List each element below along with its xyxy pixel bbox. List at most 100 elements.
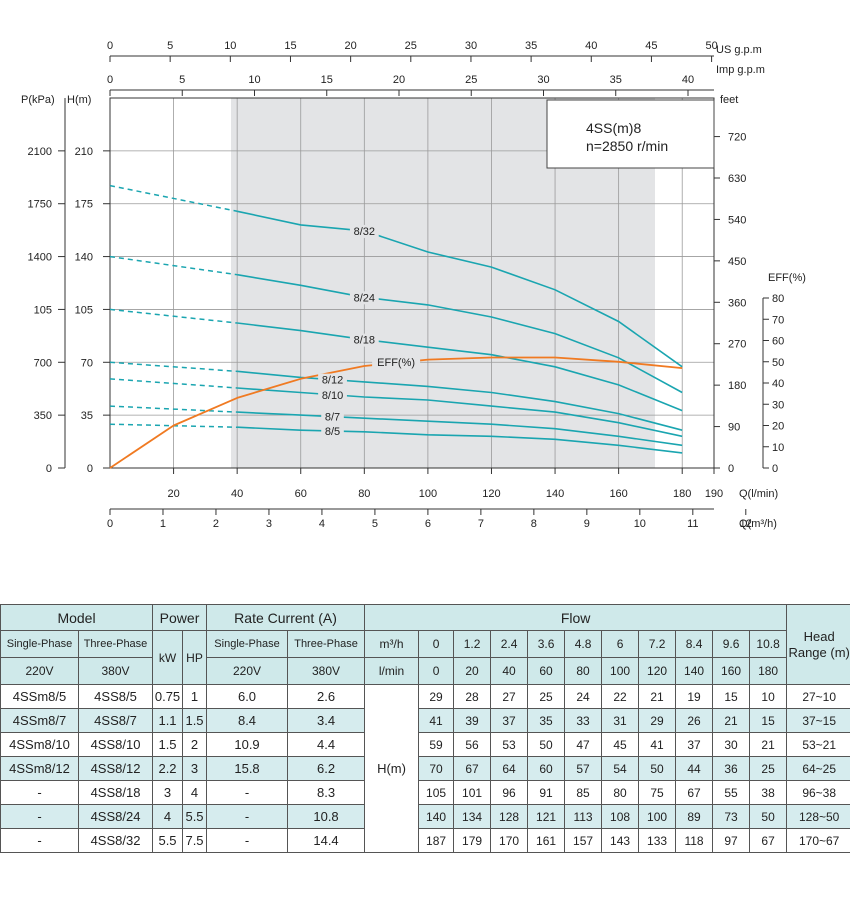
current-three-cell: 3.4 [287, 708, 366, 733]
head-value-cell: 19 [675, 684, 714, 709]
flow-m3h-cell: 7.2 [638, 630, 677, 658]
hp-cell: 4 [182, 780, 208, 805]
head-range-cell: 96~38 [786, 780, 850, 805]
v220-header: 220V [0, 657, 79, 685]
pressure-tick-label: 2100 [28, 146, 52, 158]
feet-tick-label: 540 [728, 214, 746, 226]
head-range-cell: 53~21 [786, 732, 850, 757]
head-value-cell: 47 [564, 732, 603, 757]
pressure-tick-label: 1750 [28, 199, 52, 211]
model-single-cell: - [0, 780, 79, 805]
current-single-cell: 15.8 [206, 756, 289, 781]
imp-gpm-axis-label: Imp g.p.m [716, 64, 765, 76]
model-three-cell: 4SS8/12 [77, 756, 154, 781]
head-curve [237, 210, 683, 368]
flow-lmin-tick-label: 100 [419, 488, 437, 500]
current-single-cell: - [206, 804, 289, 829]
head-value-cell: 28 [453, 684, 492, 709]
head-value-cell: 118 [675, 828, 714, 853]
flow-lmin-tick-label: 140 [546, 488, 564, 500]
us-gpm-axis-label: US g.p.m [716, 44, 762, 56]
eff-tick-label: 50 [772, 357, 784, 369]
head-value-cell: 108 [601, 804, 640, 829]
head-value-cell: 30 [712, 732, 751, 757]
current-single-header: Single-Phase [206, 630, 289, 658]
us-gpm-axis-tick-label: 40 [585, 40, 597, 52]
curve-label: 8/32 [354, 226, 375, 238]
curve-label: 8/7 [325, 412, 340, 424]
pressure-tick-label: 350 [34, 410, 52, 422]
feet-tick-label: 180 [728, 380, 746, 392]
pump-performance-chart: H(m)P(kPa)003535070700105105140140017517… [21, 40, 806, 530]
flow-m3h-cell: 0 [418, 630, 455, 658]
head-value-cell: 105 [418, 780, 455, 805]
flow-lmin-tick-label: 190 [705, 488, 723, 500]
head-curve [237, 370, 683, 431]
m3h-header: m³/h [364, 630, 420, 658]
efficiency-label: EFF(%) [377, 357, 415, 369]
head-value-cell: 113 [564, 804, 603, 829]
eff-tick-label: 70 [772, 314, 784, 326]
pressure-tick-label: 0 [46, 463, 52, 475]
head-value-cell: 157 [564, 828, 603, 853]
head-value-cell: 54 [601, 756, 640, 781]
head-value-cell: 37 [675, 732, 714, 757]
head-value-cell: 29 [418, 684, 455, 709]
head-range-cell: 170~67 [786, 828, 850, 853]
kw-cell: 1.1 [152, 708, 184, 733]
head-tick-label: 210 [75, 146, 93, 158]
flow-m3h-tick-label: 0 [107, 518, 113, 530]
head-value-cell: 38 [749, 780, 788, 805]
current-v380-header: 380V [287, 657, 366, 685]
imp-gpm-axis-tick-label: 25 [465, 74, 477, 86]
us-gpm-axis-tick-label: 0 [107, 40, 113, 52]
hp-cell: 2 [182, 732, 208, 757]
us-gpm-axis-tick-label: 25 [405, 40, 417, 52]
head-axis-label: H(m) [67, 94, 91, 106]
head-value-cell: 24 [564, 684, 603, 709]
head-tick-label: 0 [87, 463, 93, 475]
head-value-cell: 133 [638, 828, 677, 853]
us-gpm-axis-tick-label: 45 [645, 40, 657, 52]
lmin-header: l/min [364, 657, 420, 685]
current-three-cell: 6.2 [287, 756, 366, 781]
head-value-cell: 27 [490, 684, 529, 709]
head-value-cell: 143 [601, 828, 640, 853]
flow-lmin-cell: 180 [749, 657, 788, 685]
flow-m3h-tick-label: 12 [740, 518, 752, 530]
head-curve [237, 322, 683, 412]
us-gpm-axis-tick-label: 5 [167, 40, 173, 52]
head-value-cell: 161 [527, 828, 566, 853]
flow-m3h-cell: 6 [601, 630, 640, 658]
head-value-cell: 64 [490, 756, 529, 781]
model-header: Model [0, 604, 154, 631]
head-value-cell: 41 [418, 708, 455, 733]
flow-m3h-cell: 4.8 [564, 630, 603, 658]
flow-lmin-cell: 0 [418, 657, 455, 685]
head-value-cell: 85 [564, 780, 603, 805]
head-curve-dashed [109, 378, 238, 389]
current-three-cell: 2.6 [287, 684, 366, 709]
flow-lmin-tick-label: 20 [167, 488, 179, 500]
kw-header: kW [152, 630, 184, 685]
eff-tick-label: 60 [772, 336, 784, 348]
curve-label: 8/10 [322, 390, 343, 402]
flow-m3h-tick-label: 11 [687, 518, 698, 530]
curve-label-bg [321, 425, 344, 438]
head-curve [237, 411, 683, 447]
table-row: -4SS8/18 3 4-8.3 105 101 96 91 85 80 75 67 55 38 96~3… [0, 780, 850, 805]
flow-m3h-tick-label: 3 [266, 518, 272, 530]
head-value-cell: 140 [418, 804, 455, 829]
model-single-cell: - [0, 828, 79, 853]
current-header: Rate Current (A) [206, 604, 366, 631]
flow-lmin-tick-label: 80 [358, 488, 370, 500]
imp-gpm-axis-tick-label: 15 [321, 74, 333, 86]
head-curves [109, 184, 683, 469]
current-single-cell: 10.9 [206, 732, 289, 757]
head-value-cell: 70 [418, 756, 455, 781]
head-curve [237, 273, 683, 394]
model-box: 4SS(m)8 n=2850 r/min [546, 99, 715, 169]
head-value-cell: 96 [490, 780, 529, 805]
flow-lmin-cell: 140 [675, 657, 714, 685]
head-value-cell: 91 [527, 780, 566, 805]
